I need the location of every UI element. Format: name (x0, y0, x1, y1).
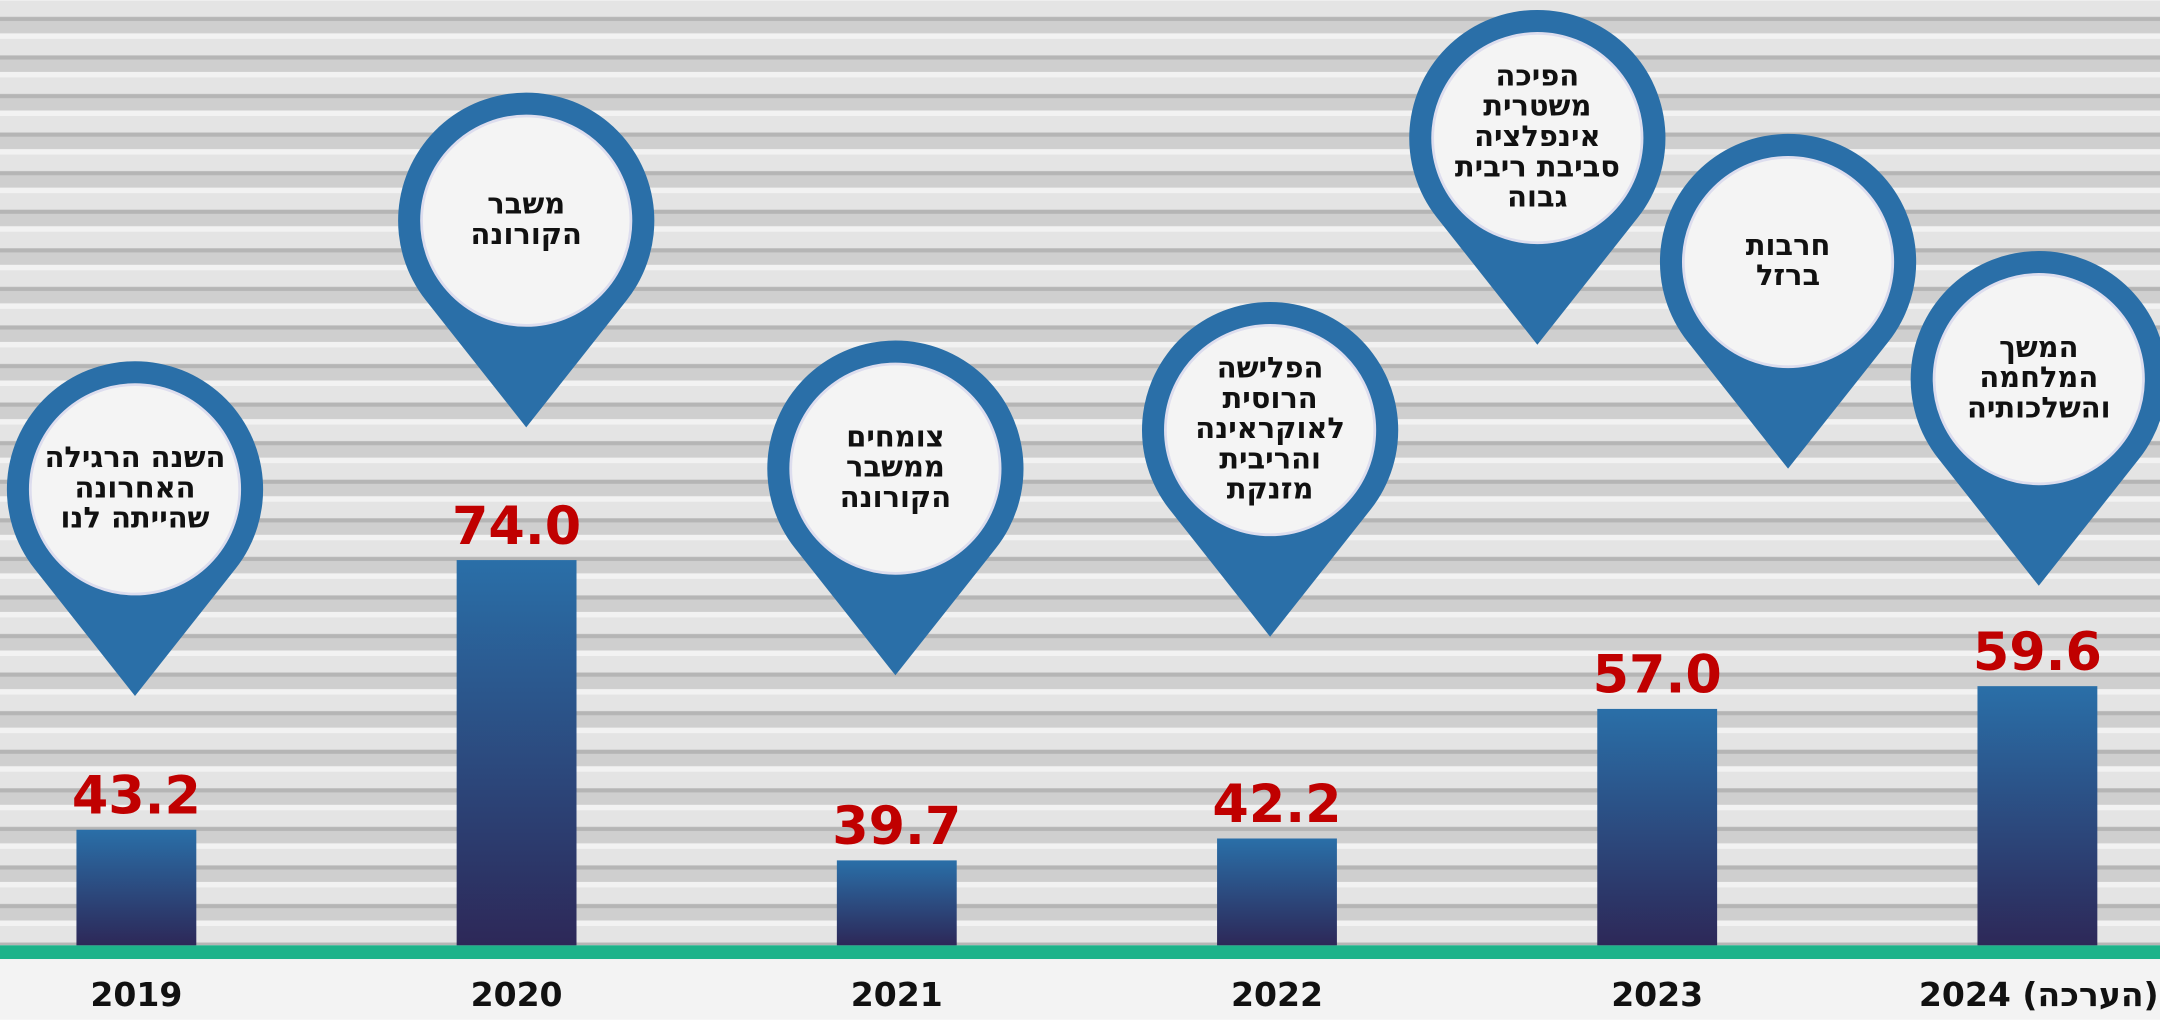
annotation: הקורונה (471, 217, 582, 251)
bar (1977, 686, 2098, 946)
pin-inner (1681, 155, 1895, 369)
annotation: והשלכותיה (1967, 390, 2111, 424)
pin-inner (789, 362, 1002, 575)
footer (0, 959, 2160, 1020)
background (0, 0, 2160, 946)
annotation: השנה הרגילה (45, 440, 226, 474)
annotation: המלחמה (1979, 360, 2098, 394)
value-label: 42.2 (1212, 774, 1341, 835)
pin-inner (1932, 273, 2145, 486)
x-tick-label: 2023 (1611, 975, 1703, 1014)
pin-inner (420, 114, 633, 327)
x-tick-label: 2021 (851, 975, 943, 1014)
x-tick-label: 2020 (471, 975, 563, 1014)
pin-inner (28, 383, 242, 596)
annotation: ברזל (1756, 258, 1820, 292)
annotation: הרוסית (1223, 381, 1318, 415)
bar (1597, 708, 1718, 946)
annotation: הפלישה (1217, 350, 1324, 384)
annotation: גבוה (1507, 180, 1567, 214)
annotation: מזנקת (1227, 472, 1314, 506)
pin-inner (1431, 31, 1644, 245)
annotation: המשך (1999, 330, 2078, 364)
x-tick-label: 2019 (90, 975, 182, 1014)
value-label: 57.0 (1593, 645, 1722, 706)
value-label: 39.7 (832, 796, 961, 857)
baseline (0, 945, 2160, 960)
value-label: 43.2 (72, 765, 201, 826)
value-label: 74.0 (452, 496, 581, 557)
bar (836, 860, 957, 946)
annotation: לאוקראינה (1195, 411, 1345, 445)
annotation: חרבות (1746, 228, 1831, 262)
annotation: משבר (487, 187, 565, 221)
x-tick-label: 2022 (1231, 975, 1323, 1014)
annotation: ממשבר (846, 450, 945, 484)
annotation: הקורונה (840, 480, 951, 514)
bar (456, 560, 577, 946)
annotation: אינפלציה (1474, 119, 1600, 153)
annotation: הפיכה (1496, 58, 1580, 92)
annotation: צומחים (846, 419, 944, 453)
bar (76, 829, 197, 946)
annotation: משטרית (1483, 89, 1591, 123)
annotation: סביבת ריבית (1455, 149, 1620, 183)
annotation: האחרונה (74, 470, 195, 504)
x-tick-label: 2024 (הערכה) (1919, 975, 2159, 1014)
annotation: שהייתה לנו (61, 501, 210, 535)
bar (1217, 838, 1337, 946)
value-label: 59.6 (1973, 622, 2102, 683)
pin-inner (1164, 324, 1377, 537)
annotation: והריבית (1219, 441, 1321, 475)
